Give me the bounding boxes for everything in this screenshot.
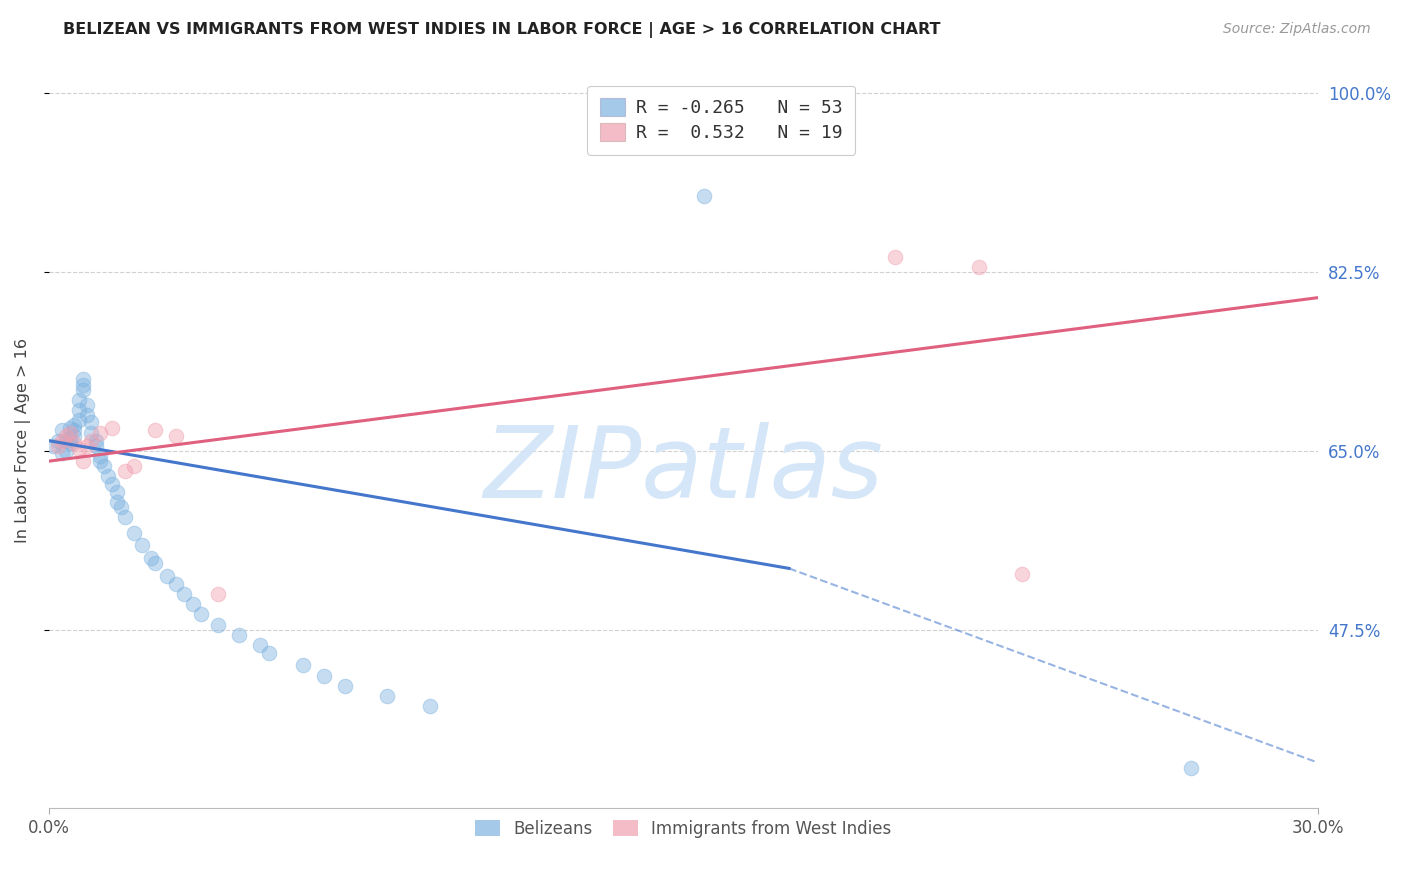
Point <box>63 424 86 438</box>
Point <box>105 484 128 499</box>
Point <box>51 446 73 460</box>
Legend: Belizeans, Immigrants from West Indies: Belizeans, Immigrants from West Indies <box>468 813 898 844</box>
Point <box>143 424 166 438</box>
Point <box>59 425 82 440</box>
Point <box>1180 761 1202 775</box>
Point <box>67 392 90 407</box>
Point <box>165 576 187 591</box>
Point <box>190 607 212 622</box>
Point <box>173 587 195 601</box>
Point <box>63 428 86 442</box>
Point <box>312 668 335 682</box>
Point <box>228 628 250 642</box>
Point <box>156 568 179 582</box>
Point <box>84 439 107 453</box>
Point <box>72 377 94 392</box>
Point <box>131 538 153 552</box>
Point <box>67 442 90 456</box>
Point <box>165 428 187 442</box>
Point <box>46 434 69 448</box>
Point <box>59 431 82 445</box>
Point <box>375 689 398 703</box>
Point <box>122 525 145 540</box>
Point <box>110 500 132 515</box>
Y-axis label: In Labor Force | Age > 16: In Labor Force | Age > 16 <box>15 338 31 543</box>
Point <box>59 421 82 435</box>
Point <box>969 260 991 274</box>
Point <box>114 510 136 524</box>
Point <box>181 597 204 611</box>
Point <box>67 413 90 427</box>
Point <box>76 439 98 453</box>
Point <box>693 188 716 202</box>
Point <box>72 383 94 397</box>
Point <box>257 646 280 660</box>
Point <box>76 398 98 412</box>
Text: BELIZEAN VS IMMIGRANTS FROM WEST INDIES IN LABOR FORCE | AGE > 16 CORRELATION CH: BELIZEAN VS IMMIGRANTS FROM WEST INDIES … <box>63 22 941 38</box>
Point <box>76 408 98 422</box>
Point <box>51 424 73 438</box>
Point <box>97 469 120 483</box>
Point <box>55 444 77 458</box>
Point <box>207 587 229 601</box>
Point <box>63 435 86 450</box>
Point <box>59 435 82 450</box>
Point <box>419 699 441 714</box>
Point <box>55 428 77 442</box>
Point <box>80 415 103 429</box>
Point <box>72 372 94 386</box>
Point <box>114 464 136 478</box>
Point <box>291 658 314 673</box>
Point <box>143 556 166 570</box>
Point <box>67 403 90 417</box>
Point <box>89 425 111 440</box>
Point <box>139 551 162 566</box>
Point <box>51 434 73 448</box>
Point <box>249 638 271 652</box>
Point <box>80 425 103 440</box>
Point <box>42 439 65 453</box>
Point <box>84 434 107 448</box>
Text: ZIPatlas: ZIPatlas <box>484 422 883 518</box>
Point <box>72 454 94 468</box>
Point <box>89 449 111 463</box>
Point <box>63 418 86 433</box>
Point <box>55 434 77 448</box>
Point <box>207 617 229 632</box>
Point <box>333 679 356 693</box>
Point <box>101 476 124 491</box>
Text: Source: ZipAtlas.com: Source: ZipAtlas.com <box>1223 22 1371 37</box>
Point <box>105 495 128 509</box>
Point <box>93 459 115 474</box>
Point <box>101 421 124 435</box>
Point <box>80 434 103 448</box>
Point <box>46 439 69 453</box>
Point <box>122 459 145 474</box>
Point <box>89 454 111 468</box>
Point <box>1011 566 1033 581</box>
Point <box>883 250 905 264</box>
